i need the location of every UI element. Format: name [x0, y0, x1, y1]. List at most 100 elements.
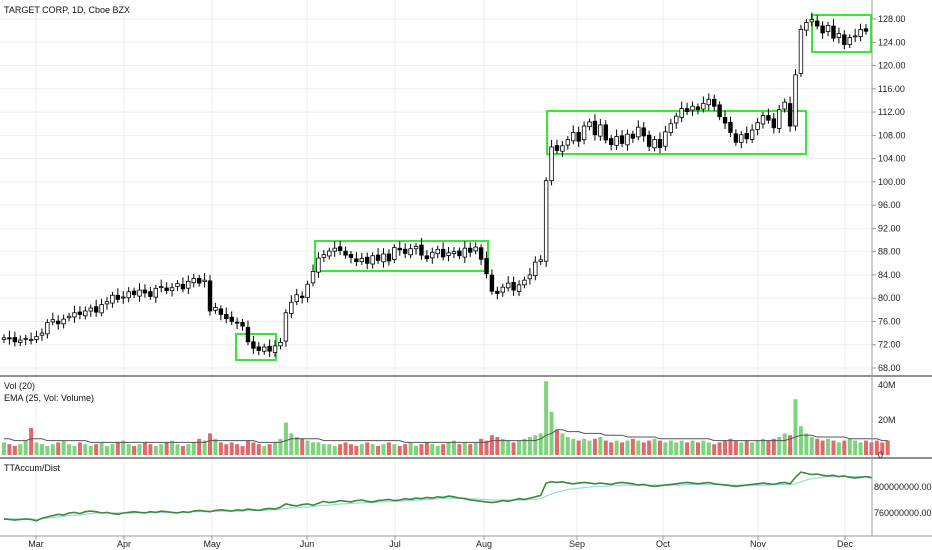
volume-bar	[674, 442, 679, 455]
volume-bar	[218, 442, 223, 455]
volume-bar	[316, 442, 321, 455]
candle	[77, 306, 83, 320]
volume-bar	[386, 442, 391, 455]
volume-bars	[2, 381, 890, 455]
candle	[153, 284, 158, 303]
volume-bar	[18, 444, 23, 455]
volume-bar	[777, 437, 782, 455]
volume-bar	[354, 446, 359, 455]
volume-bar	[798, 426, 803, 455]
volume-bar	[289, 433, 294, 455]
volume-bar	[327, 444, 332, 455]
volume-bar	[370, 444, 375, 455]
candle	[12, 331, 18, 347]
price-tick-label: 80.00	[878, 293, 901, 303]
candle	[180, 277, 186, 293]
range-boxes	[235, 14, 872, 361]
candle	[820, 21, 825, 39]
candle	[804, 19, 809, 36]
volume-ema-line	[4, 429, 888, 443]
volume-bar	[826, 438, 831, 455]
range-box-1	[314, 240, 489, 272]
price-tick-label: 68.00	[878, 363, 901, 373]
volume-bar	[533, 435, 538, 455]
candle	[56, 315, 61, 330]
time-tick-label: May	[203, 539, 221, 549]
time-tick-label: Nov	[750, 539, 767, 549]
volume-bar	[202, 440, 207, 455]
volume-bar	[99, 442, 104, 455]
volume-bar	[88, 446, 93, 455]
volume-bar	[408, 442, 413, 455]
volume-bar	[213, 438, 218, 455]
candle	[847, 34, 852, 49]
chart-title: TARGET CORP, 1D, Cboe BZX	[4, 5, 130, 15]
candle	[782, 98, 787, 113]
candle	[83, 306, 88, 320]
candle	[66, 312, 72, 322]
candle	[224, 307, 229, 324]
volume-bar	[614, 440, 619, 455]
candle	[229, 311, 234, 325]
volume-bar	[224, 444, 229, 455]
volume-bar	[2, 442, 6, 455]
volume-tick-0: 0	[878, 450, 883, 460]
candle	[121, 291, 126, 304]
volume-bar	[620, 442, 625, 455]
candle	[760, 112, 766, 129]
candle	[440, 242, 446, 261]
candle	[858, 23, 863, 42]
volume-bar	[592, 438, 597, 455]
candle	[733, 129, 739, 146]
volume-bar	[853, 440, 858, 455]
candle	[110, 291, 115, 308]
volume-bar	[164, 442, 169, 455]
volume-bar	[126, 444, 131, 455]
volume-bar	[723, 440, 728, 455]
candle	[571, 125, 576, 145]
volume-bar	[56, 442, 61, 455]
volume-bar	[153, 446, 158, 455]
volume-bar	[359, 444, 364, 455]
volume-bar	[132, 446, 137, 455]
price-axis[interactable]: 128.00 124.00 120.00 116.00 112.00 108.00 104.…	[872, 14, 906, 373]
candle	[668, 119, 674, 137]
candle	[739, 131, 744, 149]
candle	[386, 249, 392, 266]
time-axis[interactable]: Mar Apr May Jun Jul Aug Sep Oct Nov Dec	[28, 536, 853, 549]
volume-bar	[430, 444, 435, 455]
candle	[392, 244, 397, 264]
volume-bar	[424, 442, 429, 455]
volume-bar	[522, 438, 527, 455]
candle	[191, 273, 196, 288]
volume-bar	[197, 438, 202, 455]
candle	[408, 244, 413, 259]
candle	[608, 135, 614, 151]
candle	[245, 320, 251, 346]
volume-bar	[435, 446, 440, 455]
volume-bar	[554, 429, 559, 455]
volume-bar	[500, 438, 505, 455]
volume-bar	[603, 440, 608, 455]
candle	[305, 280, 310, 303]
volume-tick-40m: 40M	[878, 380, 896, 390]
volume-bar	[61, 440, 66, 455]
candle	[684, 102, 690, 115]
candle	[365, 252, 370, 270]
volume-bar	[251, 442, 256, 455]
volume-bar	[679, 440, 684, 455]
volume-bar	[489, 435, 494, 455]
accum-tick-800m: 800000000.00	[874, 482, 932, 492]
volume-bar	[457, 444, 462, 455]
volume-bar	[376, 446, 381, 455]
candle	[646, 130, 652, 152]
volume-bar	[625, 440, 630, 455]
volume-bar	[321, 444, 326, 455]
accum-tick-760m: 760000000.00	[874, 508, 932, 518]
volume-bar	[809, 437, 814, 455]
candle	[18, 335, 23, 347]
candle	[587, 118, 592, 131]
candle	[148, 286, 153, 300]
